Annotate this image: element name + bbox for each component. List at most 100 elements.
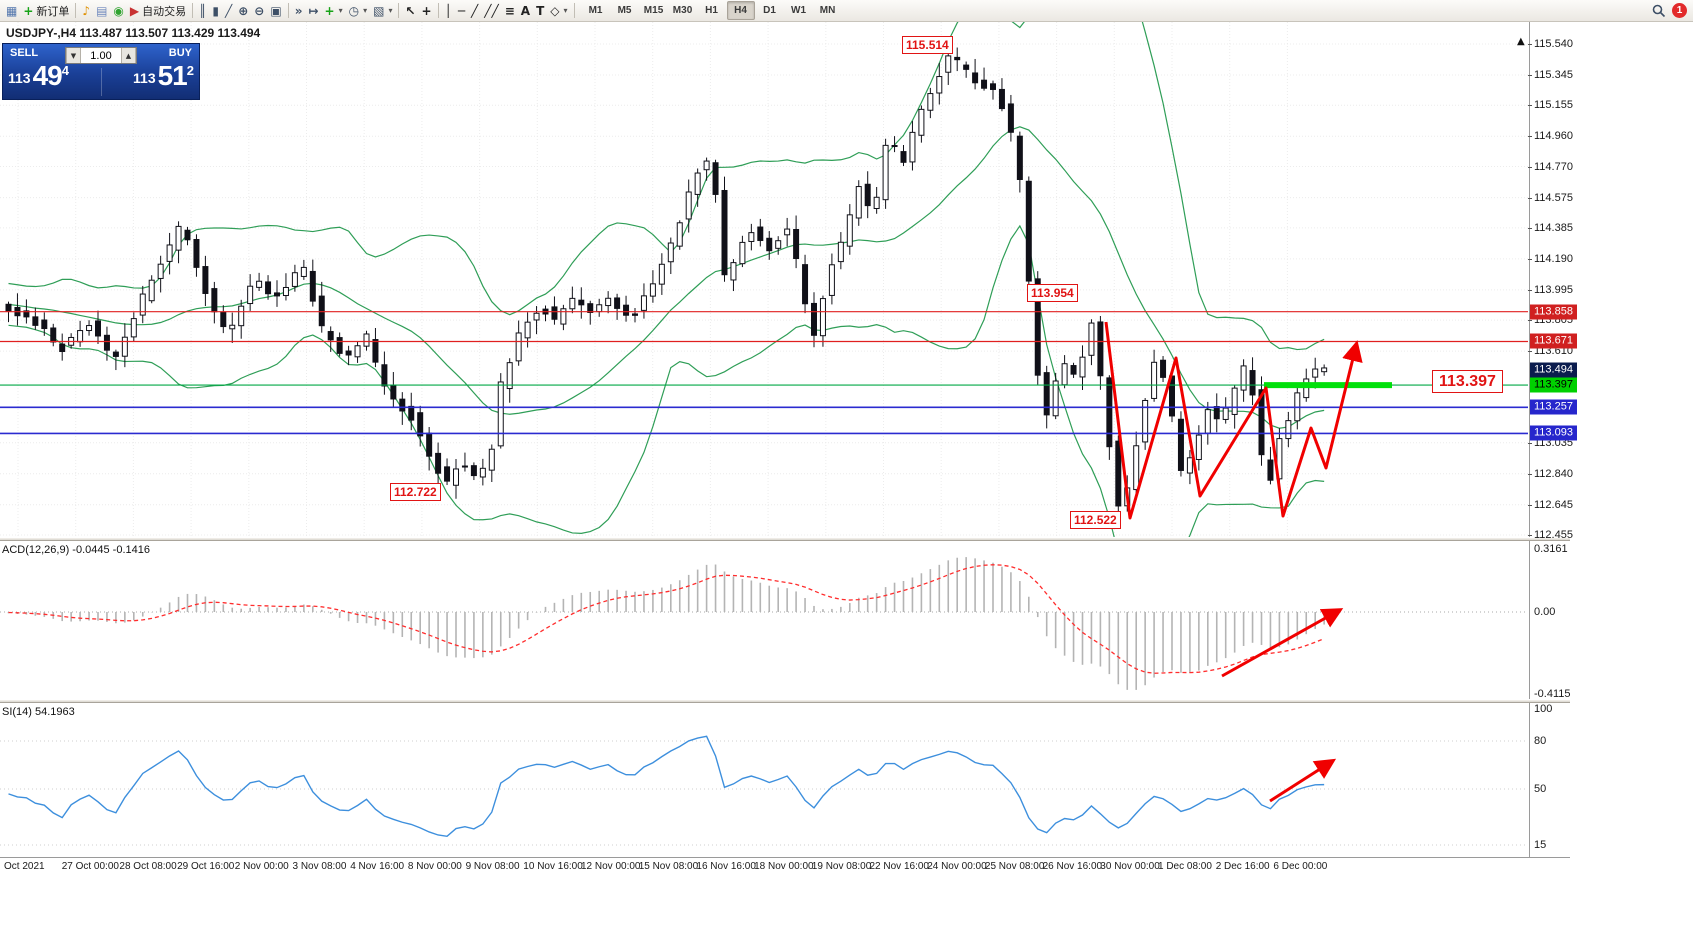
label-button-icon: T [536, 3, 545, 18]
text-button-icon: A [520, 3, 531, 18]
timeframe-M15[interactable]: M15 [643, 5, 664, 16]
templates-button-dropdown-icon[interactable]: ▾ [388, 6, 393, 15]
autotrade-button-label: 自动交易 [142, 5, 187, 18]
chart-grid [0, 22, 1528, 537]
toolbar-separator [573, 3, 575, 18]
zoom-in-button[interactable]: ⊕ [235, 2, 251, 20]
periods-button[interactable]: ◷ ▾ [346, 2, 371, 20]
price-annotation[interactable]: 115.514 [902, 36, 953, 54]
price-badge: 113.858 [1530, 304, 1577, 320]
bars-view-button[interactable]: ║ [196, 2, 209, 20]
timeframe-MN[interactable]: MN [819, 5, 836, 16]
toolbar: ▦ + 新订单 ♪ ▤ ◉ ▶ 自动交易 ║ ▮ ╱ ⊕ ⊖ ▣» ↦ + ▾ ◷ ▾ ▧ ▾ ↖ + │ ─ ╱ ╱╱ ≡ A T ◇ ▾ M… [0, 0, 1693, 22]
chart-shift-button[interactable]: ↦ [305, 2, 321, 20]
timeframe-M1[interactable]: M1 [588, 5, 603, 16]
price-tick: 115.155 [1534, 99, 1573, 112]
price-axis-border [1529, 22, 1530, 857]
autoscroll-button-icon: » [294, 3, 303, 18]
candles-view-button[interactable]: ▮ [209, 2, 222, 20]
chart-up-arrow-icon[interactable]: ▲ [1517, 36, 1525, 47]
rsi-scale-tick: 15 [1534, 839, 1547, 851]
text-button[interactable]: A [518, 2, 533, 20]
one-click-divider [101, 68, 102, 96]
price-tick: 114.385 [1534, 221, 1573, 234]
price-annotation[interactable]: 112.722 [390, 483, 441, 501]
price-tick-dash [1528, 442, 1532, 444]
shapes-button[interactable]: ◇ ▾ [547, 2, 570, 20]
time-label: 24 Nov 00:00 [927, 861, 987, 872]
autoscroll-button[interactable]: » [292, 2, 306, 20]
zoom-out-button-icon: ⊖ [254, 3, 265, 18]
autotrade-button-icon: ▶ [129, 3, 140, 18]
price-tick-dash [1528, 197, 1532, 199]
price-badge: 113.397 [1530, 377, 1577, 393]
indicators-button-dropdown-icon[interactable]: ▾ [338, 6, 343, 15]
price-annotation[interactable]: 113.397 [1432, 370, 1503, 393]
time-label: 15 Nov 08:00 [638, 861, 699, 872]
toolbar-right: 1 [1652, 3, 1690, 18]
macd-label: ACD(12,26,9) -0.0445 -0.1416 [2, 544, 150, 556]
panel-separator-macd[interactable] [0, 537, 1570, 541]
volume-up-button[interactable]: ▲ [121, 48, 136, 63]
horizontal-line-button[interactable]: ─ [455, 2, 468, 20]
zoom-in-button-icon: ⊕ [238, 3, 249, 18]
buy-price-handle: 113 [133, 70, 156, 86]
candlestick-series[interactable] [5, 45, 1328, 520]
price-annotation[interactable]: 113.954 [1027, 284, 1078, 302]
volume-input[interactable]: ▼ 1.00 ▲ [65, 47, 137, 64]
autotrade-button[interactable]: ▶ 自动交易 [127, 2, 189, 20]
channel-button[interactable]: ╱╱ [481, 2, 501, 20]
templates-button[interactable]: ▧ ▾ [370, 2, 395, 20]
periods-button-dropdown-icon[interactable]: ▾ [363, 6, 368, 15]
price-tick-dash [1528, 136, 1532, 138]
time-label: 10 Nov 16:00 [523, 861, 583, 872]
timeframe-H4[interactable]: H4 [726, 1, 755, 20]
crosshair-button[interactable]: + [419, 2, 435, 20]
trendline-button[interactable]: ╱ [468, 2, 481, 20]
bars-view-button-icon: ║ [199, 3, 207, 18]
buy-button[interactable]: BUY [168, 47, 192, 59]
buy-price[interactable]: 113 51 2 [133, 60, 194, 92]
rsi-indicator [0, 735, 1528, 846]
sound-alert-icon[interactable]: ♪ [79, 2, 93, 20]
price-tick-dash [1528, 504, 1532, 506]
shapes-button-dropdown-icon[interactable]: ▾ [563, 6, 568, 15]
sell-price-handle: 113 [8, 70, 31, 86]
price-tick-dash [1528, 320, 1532, 322]
vertical-line-button[interactable]: │ [442, 2, 455, 20]
search-icon[interactable] [1652, 4, 1666, 18]
label-button[interactable]: T [533, 2, 547, 20]
volume-value[interactable]: 1.00 [90, 49, 112, 62]
price-tick: 115.345 [1534, 69, 1573, 82]
price-badge: 113.257 [1530, 399, 1577, 415]
timeframe-H1[interactable]: H1 [705, 5, 718, 16]
fibonacci-button[interactable]: ≡ [502, 2, 518, 20]
volume-down-button[interactable]: ▼ [66, 48, 81, 63]
new-chart-button-icon: ▦ [6, 3, 18, 18]
panel-separator-rsi[interactable] [0, 699, 1570, 703]
community-icon[interactable]: ◉ [110, 2, 126, 20]
new-chart-button[interactable]: ▦ [3, 2, 20, 20]
rsi-scale-tick: 80 [1534, 735, 1547, 747]
sell-button[interactable]: SELL [10, 47, 39, 59]
tile-windows-button[interactable]: ▣ [267, 2, 284, 20]
notification-badge[interactable]: 1 [1672, 3, 1687, 18]
line-view-button[interactable]: ╱ [222, 2, 235, 20]
indicators-button[interactable]: + ▾ [322, 2, 346, 20]
time-label: 26 Nov 16:00 [1042, 861, 1103, 872]
timeframe-D1[interactable]: D1 [763, 5, 776, 16]
price-badge: 113.494 [1530, 362, 1577, 378]
candles-view-button-icon: ▮ [212, 3, 219, 18]
cursor-button[interactable]: ↖ [402, 2, 418, 20]
timeframe-M30[interactable]: M30 [672, 5, 693, 16]
timeframe-W1[interactable]: W1 [791, 5, 807, 16]
timeframe-M5[interactable]: M5 [617, 5, 632, 16]
price-tick: 114.575 [1534, 191, 1573, 204]
reports-icon[interactable]: ▤ [93, 2, 110, 20]
time-label: 22 Nov 16:00 [869, 861, 930, 872]
sell-price[interactable]: 113 49 4 [8, 60, 69, 92]
price-annotation[interactable]: 112.522 [1070, 511, 1121, 529]
new-order-button[interactable]: + 新订单 [20, 2, 72, 20]
zoom-out-button[interactable]: ⊖ [251, 2, 267, 20]
